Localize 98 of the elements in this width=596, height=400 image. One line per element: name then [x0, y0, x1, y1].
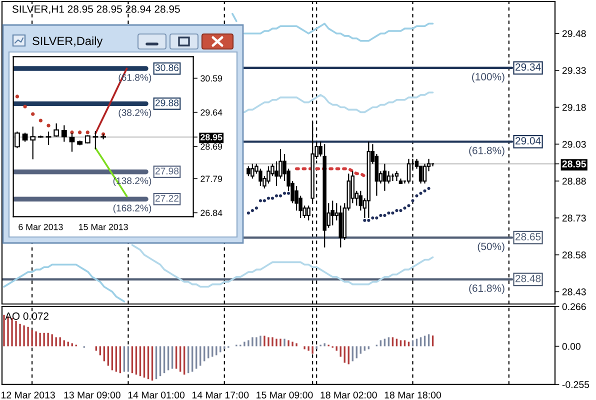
point: [23, 104, 27, 108]
candlestick: [246, 166, 250, 177]
chart-title: SILVER,Daily: [32, 36, 103, 48]
candlestick: [386, 170, 391, 184]
y-tick-label: 29.33: [562, 67, 586, 74]
y-tick-label: 0.266: [562, 303, 586, 310]
x-tick-label: 12 Mar 2013: [1, 392, 55, 398]
x-tick-label: 6 Mar 2013: [18, 224, 63, 230]
point: [46, 124, 50, 128]
line-series: [244, 92, 434, 114]
annotation: (50%): [478, 242, 504, 252]
point: [395, 208, 398, 212]
annotation: (61.8%): [469, 146, 504, 156]
y-tick-label: 28.58: [562, 252, 586, 258]
candlestick: [330, 200, 334, 226]
candlestick: [46, 131, 52, 146]
ref-line-label: 27.98: [155, 168, 179, 174]
candlestick: [382, 163, 387, 192]
point: [31, 112, 35, 116]
y-tick-label: 28.43: [562, 288, 586, 296]
point: [86, 130, 90, 134]
point: [403, 206, 406, 210]
candlestick: [250, 163, 254, 180]
candlestick: [266, 166, 270, 184]
candlestick: [274, 160, 278, 187]
y-tick-label: 30.59: [200, 75, 222, 82]
x-tick-label: 14 Mar 01:00: [128, 392, 185, 398]
ref-line-label: 27.22: [155, 194, 178, 202]
point: [15, 94, 20, 98]
point: [250, 208, 254, 212]
point: [282, 192, 286, 195]
annotation: (61.8%): [469, 284, 504, 294]
y-tick-label: 28.73: [562, 214, 586, 222]
x-tick-label: 13 Mar 09:00: [64, 392, 120, 398]
point: [387, 211, 390, 215]
x-tick-label: 14 Mar 17:00: [192, 392, 249, 398]
point: [262, 199, 266, 202]
x-tick-label: 15 Mar 2013: [79, 224, 128, 230]
point: [254, 206, 258, 210]
ref-line-label: 30.86: [155, 64, 179, 72]
candlestick: [30, 126, 36, 160]
point: [258, 199, 262, 202]
candlestick: [92, 130, 98, 150]
point: [415, 194, 418, 198]
candlestick: [61, 124, 67, 142]
line-series: [3, 264, 126, 302]
point: [270, 196, 274, 200]
ref-line-label: 28.65: [516, 233, 541, 240]
point: [246, 211, 250, 215]
point: [371, 216, 374, 220]
y-tick-label: 29.03: [562, 140, 586, 148]
point: [78, 130, 82, 134]
y-tick-label: 28.95: [562, 160, 586, 168]
x-tick-label: 18 Mar 18:00: [384, 392, 442, 398]
point: [407, 204, 410, 208]
y-tick-label: 0.00: [562, 343, 580, 350]
y-tick-label: 28.95: [200, 134, 222, 140]
ref-line-label: 29.04: [516, 137, 541, 144]
point: [419, 192, 422, 195]
point: [399, 208, 402, 212]
annotation: (100%): [472, 72, 504, 82]
y-tick-label: 29.48: [562, 30, 586, 38]
y-tick-label: -0.255: [562, 381, 590, 388]
point: [266, 196, 270, 200]
ref-line-label: 28.48: [516, 274, 541, 282]
y-tick-label: 28.88: [562, 178, 586, 185]
point: [274, 194, 278, 198]
point: [367, 218, 370, 222]
y-tick-label: 28.69: [200, 143, 222, 150]
point: [383, 214, 386, 218]
point: [391, 211, 394, 215]
chart-title: SILVER,H1 28.95 28.95 28.94 28.95: [12, 5, 180, 14]
line-series: [131, 244, 434, 288]
chart-title: AO 0.072: [5, 312, 48, 320]
y-tick-label: 29.64: [200, 109, 222, 116]
y-tick-label: 26.84: [200, 210, 222, 216]
candlestick: [100, 134, 106, 140]
point: [423, 189, 426, 192]
y-tick-label: 27.79: [200, 176, 222, 182]
ref-line-label: 29.88: [155, 99, 179, 106]
ref-line-label: 29.34: [516, 63, 541, 71]
point: [375, 216, 378, 220]
x-tick-label: 18 Mar 02:00: [320, 392, 377, 398]
point: [363, 218, 366, 222]
annotation: (38.2%): [118, 108, 152, 118]
candlestick: [54, 122, 60, 138]
point: [427, 186, 430, 190]
y-tick-label: 29.18: [562, 104, 586, 111]
candlestick: [258, 168, 262, 187]
annotation: (168.2%): [113, 204, 152, 214]
point: [379, 214, 382, 218]
candlestick: [422, 163, 427, 184]
candlestick: [394, 170, 399, 182]
point: [278, 194, 282, 198]
point: [38, 118, 43, 122]
x-tick-label: 15 Mar 09:00: [256, 392, 313, 398]
candlestick: [69, 132, 75, 152]
point: [286, 192, 290, 195]
